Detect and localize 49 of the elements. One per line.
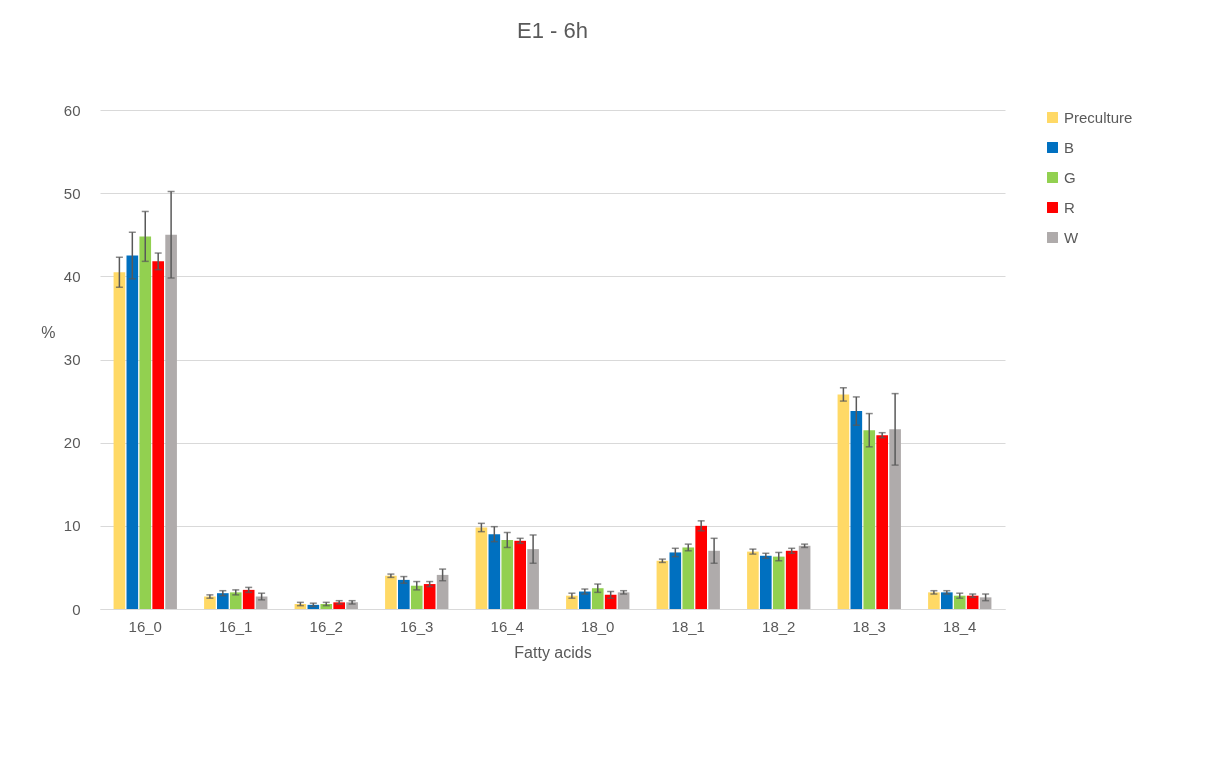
- bar: [941, 592, 953, 609]
- bar: [966, 595, 979, 609]
- y-tick-label: 60: [63, 101, 81, 119]
- bar: [165, 234, 177, 609]
- bar: [863, 430, 876, 609]
- y-tick-label: 40: [63, 267, 81, 285]
- x-tick-label: 18_1: [671, 617, 705, 635]
- bar: [837, 394, 850, 609]
- bar: [139, 236, 152, 609]
- y-tick-label: 0: [72, 600, 81, 618]
- bar: [126, 255, 139, 609]
- y-axis-title: %: [41, 323, 56, 341]
- chart-title: E1 - 6h: [517, 18, 588, 43]
- legend-label: B: [1064, 138, 1075, 156]
- x-tick-label: 16_0: [128, 617, 162, 635]
- x-tick-label: 16_2: [309, 617, 343, 635]
- bar: [527, 549, 539, 609]
- x-tick-label: 16_1: [219, 617, 253, 635]
- bar: [695, 525, 707, 609]
- y-tick-label: 50: [63, 184, 81, 202]
- bar: [928, 592, 940, 609]
- x-tick-label: 18_4: [943, 617, 977, 635]
- legend-label: R: [1064, 198, 1075, 216]
- x-tick-label: 16_4: [490, 617, 524, 635]
- x-axis-title: Fatty acids: [514, 643, 592, 661]
- bar: [501, 539, 514, 609]
- x-tick-label: 18_2: [762, 617, 796, 635]
- bar: [889, 429, 901, 609]
- bar: [488, 534, 501, 609]
- x-tick-label: 16_3: [400, 617, 434, 635]
- x-tick-label: 18_3: [852, 617, 886, 635]
- bar: [113, 272, 126, 609]
- bar: [798, 545, 811, 609]
- y-tick-label: 20: [63, 434, 81, 452]
- bar: [656, 560, 669, 609]
- bar: [436, 574, 449, 609]
- bar: [850, 411, 863, 609]
- bar: [591, 588, 604, 609]
- bar: [385, 575, 397, 609]
- legend-label: G: [1064, 168, 1076, 186]
- bar: [617, 592, 630, 609]
- y-tick-label: 30: [63, 351, 81, 368]
- bar: [669, 552, 682, 609]
- bar: [152, 261, 164, 609]
- legend-label: W: [1064, 228, 1079, 246]
- legend-label: Preculture: [1064, 108, 1133, 126]
- x-tick-label: 18_0: [581, 617, 615, 635]
- bar: [708, 550, 720, 609]
- y-tick-label: 10: [63, 517, 81, 535]
